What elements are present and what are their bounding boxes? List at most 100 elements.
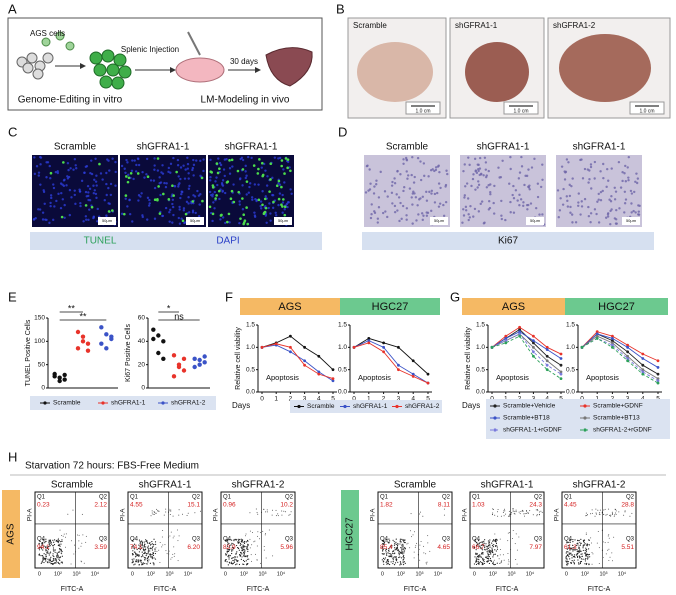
event-dot [426, 561, 428, 563]
data-point [532, 339, 535, 343]
x-axis-label: FITC-A [154, 586, 177, 593]
texture [179, 196, 182, 200]
event-dot [132, 553, 134, 555]
event-dot [134, 551, 136, 553]
event-dot [148, 559, 150, 561]
event-dot [577, 544, 579, 546]
texture [275, 184, 279, 188]
texture [217, 189, 221, 193]
data-point [382, 345, 385, 349]
texture [593, 160, 597, 164]
texture [73, 189, 76, 192]
texture [55, 199, 58, 203]
event-dot [158, 549, 160, 551]
x-tick-label: 5 [331, 396, 335, 403]
event-dot [256, 545, 258, 547]
event-dot [404, 541, 406, 544]
texture [245, 206, 248, 209]
data-point [611, 339, 614, 343]
event-dot [395, 543, 397, 546]
texture [512, 211, 516, 214]
texture [232, 200, 236, 204]
event-dot [579, 544, 581, 547]
texture [134, 170, 138, 173]
event-dot [477, 561, 479, 563]
y-tick-label: 1.5 [246, 322, 255, 329]
event-dot [73, 553, 75, 555]
data-point [656, 359, 660, 363]
event-dot [586, 545, 588, 547]
texture [188, 184, 191, 188]
event-dot [483, 544, 485, 547]
quadrant-value: 28.8 [621, 502, 634, 509]
event-dot [489, 546, 491, 548]
texture [571, 221, 574, 224]
quadrant-value: 61.3 [564, 544, 577, 551]
texture [446, 172, 449, 176]
texture [68, 188, 72, 192]
texture [261, 174, 264, 178]
event-dot [72, 509, 74, 511]
texture [288, 166, 291, 169]
event-dot [390, 561, 392, 563]
event-dot [153, 557, 155, 559]
texture [487, 208, 491, 211]
event-dot [254, 540, 256, 542]
texture [411, 192, 415, 195]
event-dot [496, 548, 499, 550]
event-dot [518, 536, 520, 538]
event-dot [387, 562, 389, 564]
panel-title: Starvation 72 hours: FBS-Free Medium [25, 461, 199, 472]
event-dot [429, 550, 431, 552]
event-dot [494, 533, 496, 535]
event-dot [251, 560, 253, 562]
x-tick-label: 10³ [72, 571, 80, 577]
event-dot [606, 513, 608, 515]
event-dot [584, 549, 586, 551]
texture [465, 182, 469, 185]
texture [171, 205, 175, 209]
y-tick-label: 20 [138, 361, 146, 368]
event-dot [264, 534, 266, 536]
texture [241, 197, 244, 200]
data-point [411, 374, 415, 378]
y-axis-label: Relative cell viability [465, 327, 472, 390]
texture [418, 198, 421, 201]
event-dot [61, 539, 63, 541]
texture [114, 184, 117, 187]
texture [411, 203, 414, 206]
header-label: HGC27 [372, 301, 409, 313]
event-dot [64, 536, 66, 538]
quadrant-name: Q2 [626, 495, 635, 501]
texture [636, 177, 640, 180]
plot-title: Scramble [394, 480, 437, 491]
texture [80, 179, 84, 183]
event-dot [481, 553, 483, 555]
texture [171, 221, 174, 224]
event-dot [144, 557, 147, 559]
event-dot [139, 543, 141, 545]
texture [123, 167, 126, 170]
texture [147, 204, 151, 207]
event-dot [381, 539, 384, 542]
data-point [656, 377, 660, 380]
event-dot [155, 512, 157, 514]
event-dot [233, 561, 236, 563]
event-dot [163, 514, 165, 516]
event-dot [80, 545, 82, 547]
texture [467, 156, 470, 159]
texture [228, 167, 232, 170]
texture [434, 166, 438, 169]
texture [487, 184, 490, 187]
event-dot [133, 548, 136, 550]
event-dot [571, 544, 574, 546]
texture [570, 213, 574, 216]
texture [69, 167, 72, 170]
micrograph [556, 155, 642, 227]
event-dot [419, 511, 421, 513]
event-dot [58, 555, 60, 557]
event-dot [383, 553, 385, 555]
event-dot [515, 511, 517, 513]
texture [595, 212, 598, 216]
event-dot [395, 560, 398, 562]
